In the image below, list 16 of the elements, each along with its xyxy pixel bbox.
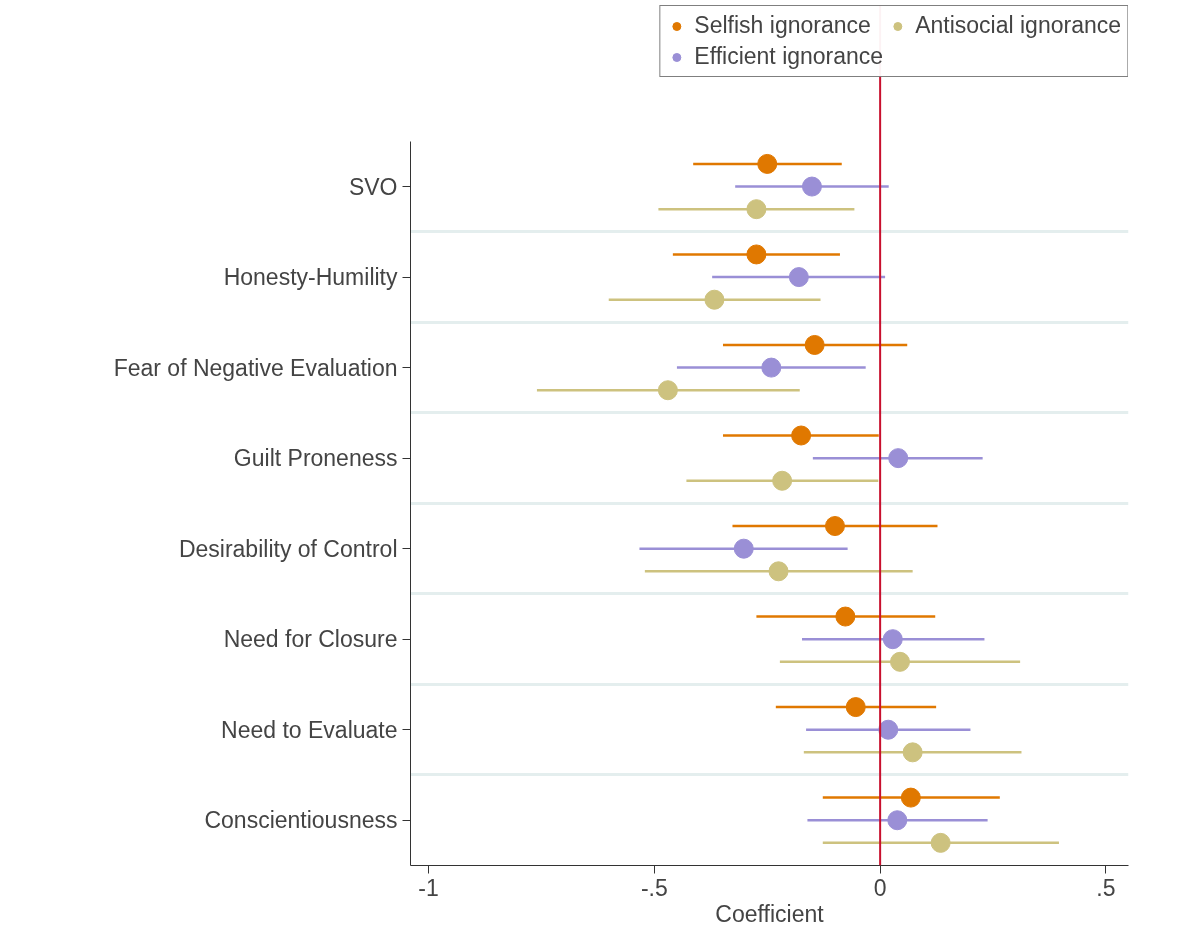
y-tick-label: Need for Closure	[223, 626, 398, 653]
x-tick-label: -1	[418, 874, 439, 901]
x-tick-label: .5	[1096, 874, 1116, 901]
y-tick-label: Fear of Negative Evaluation	[113, 354, 398, 381]
x-axis-title: Coefficient	[715, 900, 825, 927]
y-tick-label: Need to Evaluate	[221, 716, 398, 743]
y-tick-label: Honesty-Humility	[223, 264, 398, 291]
x-tick-label: -.5	[640, 874, 668, 901]
y-tick-label: Conscientiousness	[204, 807, 398, 834]
y-tick-label: SVO	[348, 173, 398, 200]
y-tick-label: Desirability of Control	[178, 535, 398, 562]
legend-label: Selfish ignorance	[694, 12, 871, 39]
x-tick-label: 0	[873, 874, 887, 901]
legend-label: Antisocial ignorance	[915, 12, 1121, 39]
y-tick-label: Guilt Proneness	[233, 445, 398, 472]
legend-label: Efficient ignorance	[694, 43, 884, 70]
